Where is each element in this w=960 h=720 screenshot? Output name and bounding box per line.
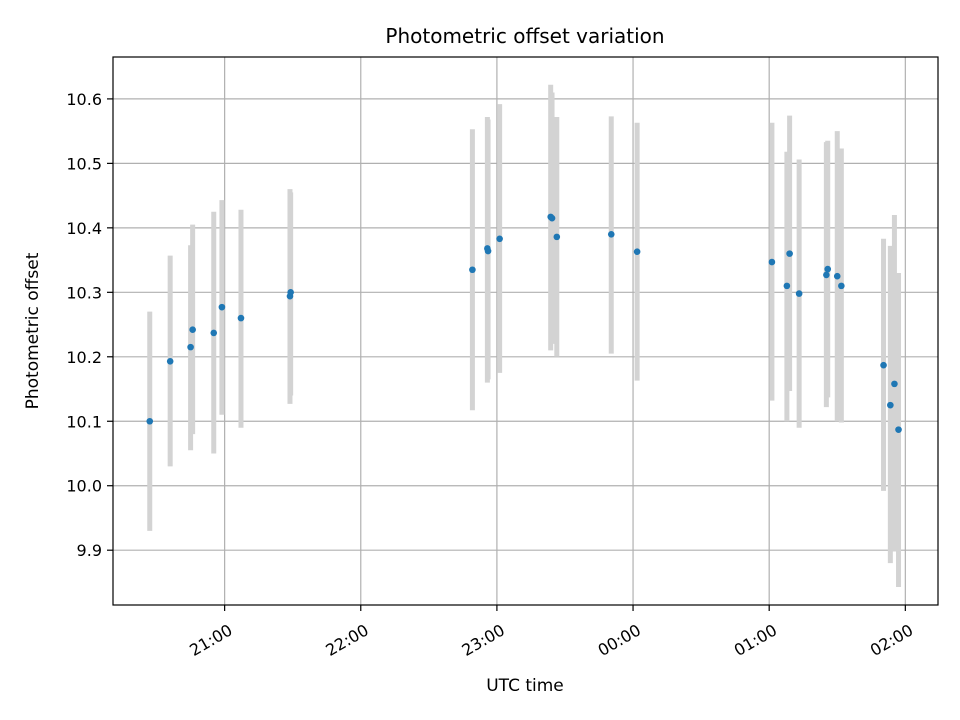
error-bars [147,84,902,587]
x-tick-label: 22:00 [322,620,371,660]
y-tick-label: 10.2 [66,348,102,367]
y-tick-label: 10.5 [66,154,102,173]
data-point [189,326,196,334]
x-tick-label: 21:00 [186,620,235,660]
y-tick-label: 10.6 [66,90,102,109]
x-tick-label: 02:00 [867,620,916,660]
data-point [795,290,803,297]
chart-title: Photometric offset variation [385,24,664,48]
data-point [237,314,245,322]
y-tick-label: 10.3 [66,283,102,302]
data-point [484,247,492,255]
grid-lines [113,57,938,605]
y-tick-label: 10.1 [66,412,102,431]
data-point [287,289,294,296]
data-point [633,248,641,256]
x-axis-label: UTC time [486,676,564,696]
data-point [553,233,561,241]
data-point [783,282,791,290]
data-point [166,358,174,365]
data-point [887,401,894,409]
data-point [469,266,476,274]
plot-area-frame [112,56,939,606]
data-point [823,271,830,279]
data-points [146,213,902,433]
x-tick-label: 23:00 [458,620,507,660]
data-point [187,343,194,351]
x-tick-label: 00:00 [595,620,644,660]
data-point [548,214,556,222]
data-point [838,282,845,290]
x-tick-label: 01:00 [731,620,780,660]
data-point [786,250,793,257]
data-point [833,272,841,280]
data-point [496,235,503,243]
data-point [146,417,154,425]
y-axis-label: Photometric offset [23,252,43,409]
data-point [218,303,226,311]
y-tick-label: 10.4 [66,219,102,238]
y-tick-label: 10.0 [66,477,102,496]
data-point [880,361,887,369]
y-tick-label: 9.9 [77,541,102,560]
data-point [210,329,218,337]
data-point [824,265,832,273]
data-point [891,380,898,388]
data-point [895,426,902,433]
data-point [768,258,776,266]
data-point [607,230,615,238]
